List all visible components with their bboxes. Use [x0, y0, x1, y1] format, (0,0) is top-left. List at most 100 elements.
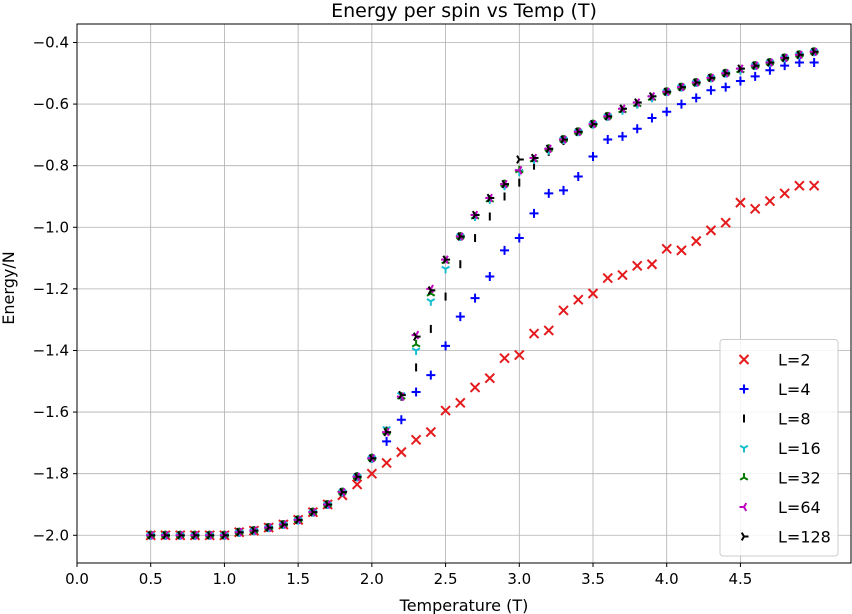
data-point	[471, 210, 480, 220]
x-tick-label: 1.5	[286, 570, 310, 588]
legend: L=2 L=4 L=8 L=16 L=32 L=64 L=128	[719, 339, 839, 557]
data-point	[250, 526, 259, 536]
x-tick-label: 0.5	[139, 570, 163, 588]
data-point	[440, 405, 451, 416]
data-point	[455, 312, 465, 322]
data-point	[382, 436, 392, 446]
data-point	[280, 520, 288, 529]
data-point	[411, 347, 421, 355]
data-point	[735, 76, 745, 86]
data-point	[707, 73, 716, 83]
series-L=128	[147, 47, 819, 540]
data-point	[737, 64, 745, 74]
data-point	[500, 245, 510, 255]
data-point	[441, 341, 451, 351]
data-point	[411, 387, 421, 397]
data-point	[381, 457, 392, 469]
data-point	[383, 427, 392, 437]
data-point	[809, 58, 819, 67]
data-point	[589, 119, 598, 129]
data-point	[722, 68, 731, 78]
data-point	[484, 372, 496, 384]
data-point	[794, 58, 804, 67]
legend-marker	[739, 384, 749, 394]
legend-label: L=64	[778, 498, 821, 517]
data-point	[486, 193, 495, 203]
data-point	[295, 515, 303, 525]
data-point	[752, 61, 760, 70]
legend-marker	[739, 444, 749, 453]
data-point	[735, 197, 746, 208]
data-point	[662, 107, 672, 117]
data-point	[766, 58, 775, 67]
y-tick-label: −0.8	[33, 157, 69, 175]
data-point	[808, 180, 820, 191]
data-point	[545, 144, 554, 154]
data-point	[705, 225, 717, 236]
x-tick-label: 4.5	[728, 570, 752, 588]
data-point	[765, 65, 775, 75]
x-axis-label: Temperature (T)	[399, 596, 529, 614]
data-point	[603, 135, 613, 144]
data-point	[617, 269, 628, 281]
data-point	[485, 272, 495, 282]
legend-marker	[738, 354, 750, 365]
data-point	[575, 127, 583, 137]
data-point	[676, 245, 687, 256]
data-point	[647, 113, 657, 123]
legend-label: L=16	[778, 439, 821, 458]
data-point	[457, 232, 465, 241]
x-tick-label: 0.0	[65, 570, 89, 588]
data-point	[499, 352, 510, 364]
data-point	[427, 286, 436, 295]
data-point	[604, 112, 613, 121]
y-axis-ticks: −2.0 −1.8 −1.6 −1.4 −1.2 −1.0 −0.8 −0.6 −0.4	[33, 33, 77, 544]
data-point	[351, 479, 363, 490]
data-point	[749, 203, 761, 215]
data-point	[691, 93, 701, 103]
data-point	[324, 500, 333, 509]
data-point	[514, 349, 525, 361]
data-point	[573, 294, 584, 305]
data-point	[558, 305, 569, 316]
x-tick-label: 1.0	[212, 570, 236, 588]
data-point	[528, 328, 540, 339]
data-point	[221, 530, 229, 540]
data-point	[663, 87, 672, 97]
data-point	[162, 530, 170, 540]
data-point	[543, 325, 554, 336]
data-point	[617, 131, 627, 141]
data-point	[676, 99, 686, 109]
legend-label: L=2	[778, 351, 811, 370]
data-point	[396, 415, 406, 425]
data-point	[177, 530, 185, 540]
legend-marker	[739, 473, 749, 481]
plot-frame	[76, 23, 852, 564]
data-point	[455, 397, 466, 409]
data-point	[206, 530, 215, 540]
data-point	[811, 47, 819, 57]
data-point	[693, 78, 701, 87]
series-L=2	[145, 180, 820, 541]
data-point	[648, 91, 657, 101]
data-point	[265, 523, 274, 532]
y-tick-label: −2.0	[33, 526, 69, 544]
data-point	[501, 179, 510, 189]
data-point	[602, 272, 613, 284]
chart-title: Energy per spin vs Temp (T)	[331, 0, 597, 22]
data-point	[366, 468, 378, 479]
data-point	[794, 180, 805, 191]
data-point	[368, 453, 377, 463]
data-point	[426, 370, 436, 380]
x-axis-ticks: 0.0 0.5 1.0 1.5 2.0 2.5 3.0 3.5 4.0 4.5	[65, 563, 752, 588]
y-tick-label: −0.6	[33, 95, 69, 113]
data-point	[339, 487, 347, 497]
data-point	[560, 135, 569, 144]
data-point	[544, 188, 554, 198]
data-point	[632, 260, 643, 271]
data-point	[661, 243, 672, 255]
data-point	[764, 195, 776, 207]
data-point	[779, 188, 790, 199]
legend-label: L=32	[778, 469, 821, 488]
